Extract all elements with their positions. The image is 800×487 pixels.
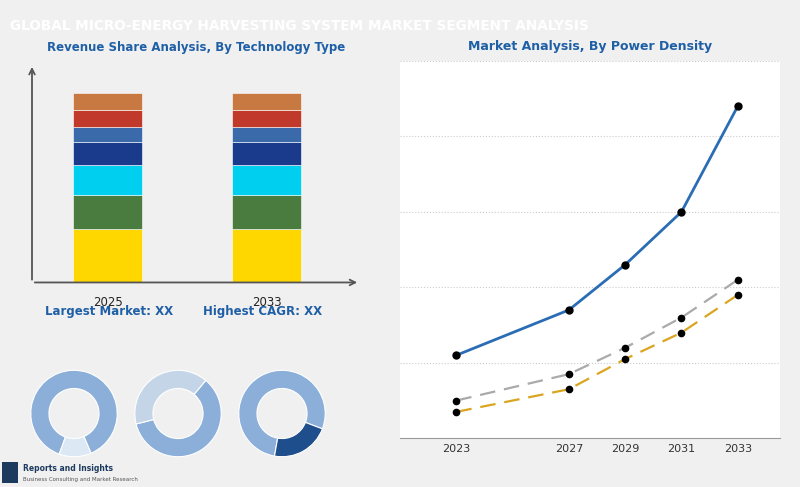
Text: Highest CAGR: XX: Highest CAGR: XX: [202, 305, 322, 318]
Bar: [74, 229, 142, 282]
Text: 2033: 2033: [252, 296, 282, 309]
Text: Largest Market: XX: Largest Market: XX: [45, 305, 174, 318]
Wedge shape: [31, 370, 117, 454]
Bar: [232, 93, 302, 110]
Wedge shape: [59, 436, 91, 457]
Bar: [232, 110, 302, 127]
Bar: [232, 127, 302, 142]
Title: Market Analysis, By Power Density: Market Analysis, By Power Density: [468, 40, 712, 53]
Bar: [74, 93, 142, 110]
Bar: [74, 127, 142, 142]
Title: Revenue Share Analysis, By Technology Type: Revenue Share Analysis, By Technology Ty…: [47, 41, 345, 55]
Bar: [74, 165, 142, 195]
Bar: [232, 165, 302, 195]
Text: GLOBAL MICRO-ENERGY HARVESTING SYSTEM MARKET SEGMENT ANALYSIS: GLOBAL MICRO-ENERGY HARVESTING SYSTEM MA…: [10, 19, 589, 33]
Bar: [74, 195, 142, 229]
Wedge shape: [136, 380, 221, 457]
Wedge shape: [274, 422, 322, 457]
Bar: [2, 462, 18, 483]
Text: 2025: 2025: [93, 296, 123, 309]
Bar: [232, 142, 302, 165]
Wedge shape: [135, 370, 206, 424]
Text: Business Consulting and Market Research: Business Consulting and Market Research: [23, 477, 138, 482]
Bar: [74, 110, 142, 127]
Bar: [74, 142, 142, 165]
Wedge shape: [239, 370, 325, 456]
Bar: [232, 195, 302, 229]
Text: Reports and Insights: Reports and Insights: [23, 464, 114, 472]
Bar: [232, 229, 302, 282]
